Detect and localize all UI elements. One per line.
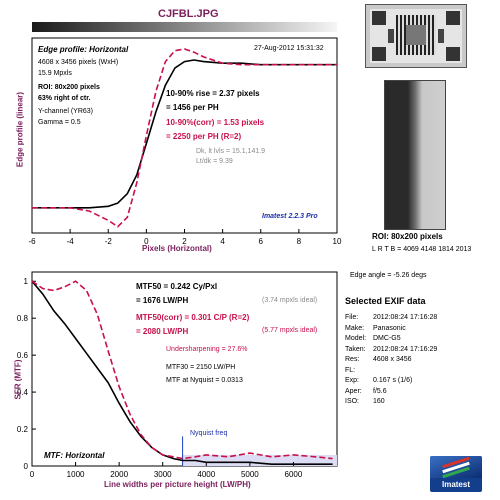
mtf-series-corrected [31,280,333,460]
nyquist-region [182,454,337,466]
mtf-y-tick-label: 1 [24,277,29,286]
logo-text: Imatest [441,480,470,489]
exif-value: Panasonic [373,324,406,332]
edge-y-label: Edge profile (linear) [15,91,25,168]
exif-value: 2012:08:24 17:16:28 [373,314,438,321]
edge-series-measured [32,59,337,209]
mtf-y-tick-label: 0.8 [17,314,29,323]
mtf-x-tick-label: 6000 [285,470,303,479]
edge-series-corrected [32,48,337,228]
roi-size: ROI: 80x200 pixels [38,84,100,91]
exif-title: Selected EXIF data [345,296,426,306]
rise-corr-per-ph: = 2250 per PH (R=2) [166,132,242,141]
exif-row: Exp: 0.167 s (1/6) [345,377,412,384]
exif-value: f/5.6 [373,387,387,395]
edge-x-label: Pixels (Horizontal) [142,244,212,253]
edge-x-tick-label: -6 [28,237,36,246]
edge-profile-chart: -6 -4 -2 0 2 4 6 8 10 [28,37,342,246]
exif-value: 2012:08:24 17:16:29 [373,345,438,353]
exif-key: Make: [345,324,365,332]
mtf-nyquist: MTF at Nyquist = 0.0313 [166,377,243,384]
exif-row: Make: Panasonic [345,325,406,332]
mtf-x-tick-label: 4000 [197,470,215,479]
mtf50-ideal: (3.74 mpxls ideal) [262,297,318,304]
exif-row: FL: [345,367,373,374]
exif-row: Res: 4608 x 3456 [345,356,412,363]
edge-x-tick-label: 0 [144,237,149,246]
edge-x-tick-label: -4 [67,237,75,246]
mtf-y-tick-label: 0 [24,462,29,471]
exif-key: File: [345,314,359,321]
version-label: Imatest 2.2.3 Pro [262,213,318,220]
exif-key: FL: [345,366,356,374]
mtf-y-tick-label: 0.6 [17,351,29,360]
exif-key: Model: [345,335,367,342]
mtf50-lwph: = 1676 LW/PH [136,296,189,305]
edge-x-tick-label: 2 [182,237,187,246]
exif-key: Res: [345,356,360,363]
edge-x-tick-label: 6 [259,237,264,246]
roi-coordinates: L R T B = 4069 4148 1814 2013 [372,246,472,253]
exif-row: Aper: f/5.6 [345,388,387,395]
rise-per-ph: = 1456 per PH [166,103,219,112]
roi-crop-image [384,80,446,230]
undersharpening: Undersharpening = 27.6% [166,346,248,353]
mtf-x-label: Line widths per picture height (LW/PH) [104,480,251,489]
mtf-x-tick-label: 5000 [241,470,259,479]
mtf-x-tick-label: 0 [30,470,35,479]
roi-caption: ROI: 80x200 pixels [372,232,443,241]
mtf-chart: 0 1000 2000 3000 4000 5000 6000 0 0.2 0.4 0.6 0.8 1 [17,271,338,479]
rise-corr-value: 10-90%(corr) = 1.53 pixels [166,118,265,127]
light-dark-ratio: Lt/dk = 9.39 [196,158,233,165]
exif-row: Taken: 2012:08:24 17:16:29 [345,346,437,353]
exif-key: ISO: [345,398,360,405]
exif-key: Aper: [345,387,362,395]
mtf-y-label: SFR (MTF) [13,359,23,400]
edge-plot-frame [31,37,338,234]
mtf50-corr-lwph: = 2080 LW/PH [136,327,189,336]
edge-x-tick-label: -2 [105,237,113,246]
image-mpxls: 15.9 Mpxls [38,70,72,77]
edge-x-tick-label: 10 [333,237,342,246]
exif-list: File: 2012:08:24 17:16:28 Make: Panasonic Mo… [345,314,495,424]
channel-info: Y-channel (YR63) [38,108,93,115]
dark-light-levels: Dk, lt lvls = 15.1,141.9 [196,148,266,155]
mtf-x-tick-label: 2000 [110,470,128,479]
exif-value: 4608 x 3456 [373,356,412,363]
gamma-info: Gamma = 0.5 [38,119,81,126]
page-title: CJFBL.JPG [158,8,219,20]
exif-value: 0.167 s (1/6) [373,377,413,384]
test-chart-thumbnail [365,4,467,68]
edge-x-tick-label: 8 [297,237,302,246]
exif-key: Taken: [345,345,366,353]
mtf-x-tick-label: 3000 [154,470,172,479]
imatest-logo: Imatest [430,456,482,492]
exif-value: 160 [373,398,385,405]
exif-row: ISO: 160 [345,398,385,405]
edge-timestamp: 27-Aug-2012 15:31:32 [254,45,324,52]
edge-panel-title: Edge profile: Horizontal [38,45,129,54]
rise-value: 10-90% rise = 2.37 pixels [166,89,260,98]
mtf-y-tick-label: 0.2 [17,425,29,434]
exif-row: File: 2012:08:24 17:16:28 [345,314,437,321]
exif-key: Exp: [345,377,360,384]
nyquist-label: Nyquist freq [190,430,228,437]
edge-angle: Edge angle = -5.26 degs [350,272,427,279]
roi-offset: 63% right of ctr. [38,95,91,102]
edge-x-tick-label: 4 [220,237,225,246]
mtf-panel-title: MTF: Horizontal [44,451,105,460]
mtf-series-measured [31,280,333,465]
exif-row: Model: DMC-G5 [345,335,401,342]
mtf-y-tick-label: 0.4 [17,388,29,397]
mtf50-value: MTF50 = 0.242 Cy/Pxl [136,282,218,291]
image-size: 4608 x 3456 pixels (WxH) [38,59,119,66]
exif-value: DMC-G5 [373,335,401,342]
gradient-bar [32,22,337,32]
mtf30-value: MTF30 = 2150 LW/PH [166,364,236,371]
mtf50-corr-ideal: (5.77 mpxls ideal) [262,327,318,334]
mtf50-corr-value: MTF50(corr) = 0.301 C/P (R=2) [136,313,250,322]
mtf-x-tick-label: 1000 [67,470,85,479]
